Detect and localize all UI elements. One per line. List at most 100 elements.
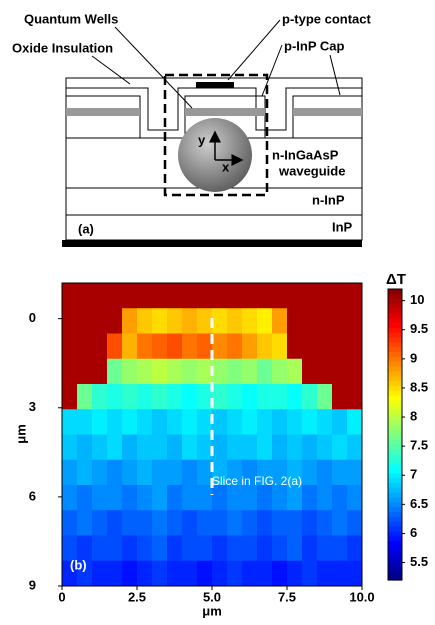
- heat-cell: [197, 333, 213, 360]
- device-diagram: Quantum Wells p-type contact Oxide Insul…: [12, 11, 372, 247]
- leader: [261, 44, 283, 97]
- heat-cell: [332, 510, 348, 536]
- heat-cell: [272, 434, 288, 461]
- heat-cell: [167, 333, 183, 360]
- colorbar-segment: [388, 468, 402, 474]
- heat-cell: [137, 409, 153, 435]
- heat-cell: [212, 409, 228, 435]
- heat-cell: [272, 358, 288, 385]
- colorbar-segment: [388, 352, 402, 358]
- heat-cell: [122, 510, 138, 536]
- heat-cell: [257, 308, 273, 334]
- heat-cell: [242, 560, 258, 587]
- colorbar-segment: [388, 405, 402, 411]
- heat-cell: [77, 308, 93, 334]
- heat-cell: [302, 434, 318, 461]
- heat-cell: [107, 459, 123, 486]
- heat-cell: [317, 434, 333, 461]
- heat-cell: [122, 535, 138, 562]
- y-tick-label: 3: [29, 399, 36, 414]
- heat-cell: [272, 560, 288, 587]
- heat-cell: [242, 283, 258, 309]
- heat-cell: [257, 560, 273, 587]
- colorbar-segment: [388, 342, 402, 348]
- colorbar-segment: [388, 386, 402, 392]
- heat-cell: [182, 459, 198, 486]
- heat-cell: [227, 434, 243, 461]
- colorbar-frame: [387, 288, 403, 581]
- heat-cell: [347, 459, 363, 486]
- colorbar-segment: [388, 410, 402, 416]
- heat-cell: [212, 535, 228, 562]
- qw-left: [66, 108, 140, 116]
- heat-cell: [347, 485, 363, 511]
- heat-cell: [167, 560, 183, 587]
- heat-cell: [92, 510, 108, 536]
- heat-cell: [107, 485, 123, 511]
- heat-cell: [287, 485, 303, 511]
- heat-cell: [167, 308, 183, 334]
- heat-cell: [257, 510, 273, 536]
- label: InP: [332, 219, 353, 234]
- heat-cell: [212, 485, 228, 511]
- heat-cell: [122, 333, 138, 360]
- heat-cell: [242, 535, 258, 562]
- heat-cell: [182, 434, 198, 461]
- heat-cell: [347, 308, 363, 334]
- colorbar-segment: [388, 570, 402, 576]
- heat-cell: [137, 358, 153, 385]
- label: n-InP: [312, 192, 345, 207]
- heat-cell: [272, 409, 288, 435]
- heat-cell: [167, 535, 183, 562]
- heat-cell: [272, 510, 288, 536]
- colorbar-segment: [388, 308, 402, 314]
- heat-cell: [92, 434, 108, 461]
- colorbar-segment: [388, 458, 402, 465]
- heat-cell: [242, 384, 258, 410]
- heat-cell: [347, 384, 363, 410]
- heat-cell: [287, 333, 303, 360]
- heat-cell: [227, 560, 243, 587]
- heat-cell: [332, 409, 348, 435]
- heat-cell: [107, 333, 123, 360]
- heat-cell: [137, 459, 153, 486]
- heat-cell: [152, 459, 168, 486]
- colorbar-segment: [388, 531, 402, 537]
- heat-cell: [122, 409, 138, 435]
- colorbar-segment: [388, 444, 402, 450]
- heat-cell: [77, 358, 93, 385]
- heat-cell: [62, 560, 78, 587]
- heat-cell: [152, 283, 168, 309]
- heat-cell: [152, 308, 168, 334]
- colorbar-segment: [388, 565, 402, 571]
- heat-cell: [242, 459, 258, 486]
- heat-cell: [197, 308, 213, 334]
- heat-cell: [272, 384, 288, 410]
- heat-cell: [152, 510, 168, 536]
- colorbar-segment: [388, 366, 402, 373]
- heat-cell: [152, 485, 168, 511]
- heat-cell: [167, 485, 183, 511]
- colorbar-segment: [388, 347, 402, 353]
- x-tick-label: 10.0: [349, 589, 374, 604]
- colorbar-segment: [388, 293, 402, 300]
- heat-cell: [92, 308, 108, 334]
- colorbar-segment: [388, 492, 402, 499]
- heat-cell: [347, 535, 363, 562]
- heat-cell: [242, 358, 258, 385]
- heat-cell: [332, 333, 348, 360]
- heat-cell: [197, 283, 213, 309]
- heat-cell: [212, 560, 228, 587]
- label: waveguide: [278, 163, 345, 178]
- heat-cell: [137, 384, 153, 410]
- heat-cell: [257, 459, 273, 486]
- colorbar-segment: [388, 381, 402, 387]
- heat-cell: [347, 409, 363, 435]
- heat-cell: [302, 560, 318, 587]
- colorbar-segment: [388, 419, 402, 426]
- heat-cell: [152, 384, 168, 410]
- leader: [227, 19, 281, 81]
- heat-cell: [302, 308, 318, 334]
- heat-cell: [182, 510, 198, 536]
- colorbar-segment: [388, 371, 402, 377]
